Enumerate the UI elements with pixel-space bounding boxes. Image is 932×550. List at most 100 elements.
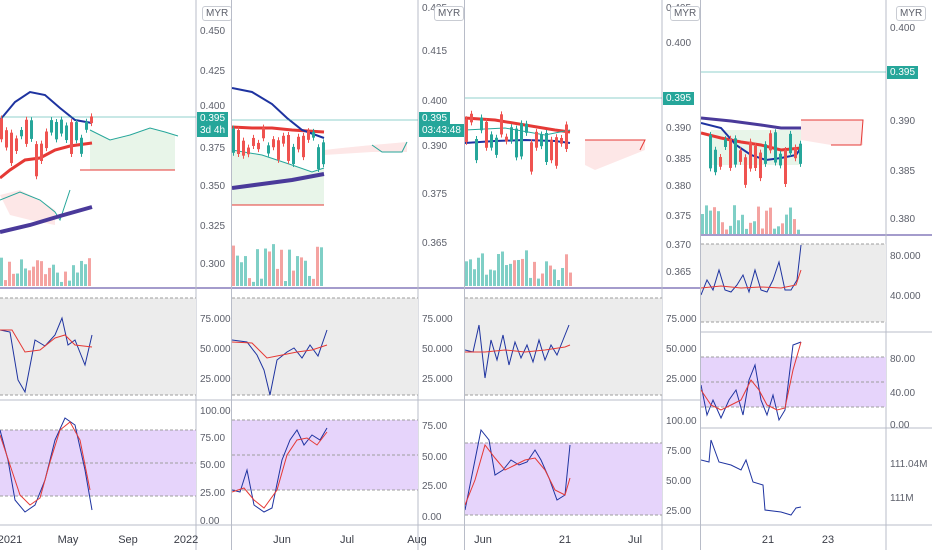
candle <box>505 136 508 142</box>
volume-bar <box>68 280 71 286</box>
candle <box>60 119 63 134</box>
candle <box>85 121 88 130</box>
volume-bar <box>709 210 712 234</box>
candle <box>0 118 3 140</box>
candles <box>232 124 325 172</box>
volume-bar <box>793 219 796 234</box>
chart-1-svg[interactable]: 0.450 0.425 0.400 0.375 0.350 0.325 0.300 75.00… <box>0 0 231 550</box>
volume-bar <box>497 254 500 286</box>
candle <box>55 121 58 140</box>
chart-4-svg[interactable]: 0.400 0.395 0.390 0.385 0.380 80.000 40.000 80.… <box>701 0 932 550</box>
stoch-d <box>465 443 571 506</box>
rsi-signal <box>232 341 328 359</box>
volume-bar <box>501 251 504 286</box>
chart-2-svg[interactable]: 0.4250.4150.4000.3900.3750.36575.00050.0… <box>232 0 464 550</box>
volume-bar <box>729 225 732 234</box>
volume-bar <box>20 259 23 286</box>
currency-badge[interactable]: MYR <box>202 6 231 21</box>
price-tick: 0.385 <box>890 166 915 177</box>
time-tick: 23 <box>822 534 834 546</box>
chart-panel-1[interactable]: 0.450 0.425 0.400 0.375 0.350 0.325 0.300 75.00… <box>0 0 231 550</box>
osc-tick: 50.000 <box>666 344 697 355</box>
current-price-label: 0.395 <box>419 112 451 125</box>
price-tick: 0.370 <box>666 240 691 251</box>
candle <box>530 142 533 172</box>
candle <box>510 127 513 141</box>
volume-bar <box>260 278 263 286</box>
rsi-line <box>232 329 328 396</box>
volume-bar <box>789 207 792 234</box>
volume-bar <box>749 222 752 234</box>
volume-bar <box>276 268 279 286</box>
currency-badge[interactable]: MYR <box>670 6 700 21</box>
candle <box>297 136 300 150</box>
candle <box>25 119 28 144</box>
chart-3-svg[interactable]: 0.4050.4000.3950.3900.3850.3800.3750.370… <box>465 0 700 550</box>
chart-panel-4[interactable]: 0.400 0.395 0.390 0.385 0.380 80.000 40.000 80.… <box>701 0 932 550</box>
volume-bar <box>288 249 291 286</box>
rsi-line <box>701 244 802 296</box>
volume-bar <box>88 258 91 286</box>
volume-bar <box>304 260 307 286</box>
price-tick: 0.350 <box>200 181 225 192</box>
candle <box>540 134 543 147</box>
chart-panel-2[interactable]: 0.4250.4150.4000.3900.3750.36575.00050.0… <box>232 0 464 550</box>
osc-tick: 50.000 <box>200 344 231 355</box>
volume-bar <box>757 206 760 234</box>
osc-tick: 50.000 <box>422 344 453 355</box>
candle <box>515 128 518 158</box>
volume-bar <box>541 273 544 286</box>
current-price-label: 0.395 <box>197 112 229 125</box>
price-tick: 0.325 <box>200 221 225 232</box>
volume-bar <box>232 245 235 286</box>
currency-badge[interactable]: MYR <box>896 6 927 21</box>
volume-bar <box>505 265 508 286</box>
volume-bar <box>561 267 564 286</box>
osc-tick: 75.00 <box>422 421 447 432</box>
candle <box>774 132 777 163</box>
volume-bar <box>316 246 319 286</box>
candle <box>247 147 250 155</box>
candle <box>759 152 762 179</box>
candle <box>30 120 33 139</box>
volume-bar <box>765 210 768 234</box>
panel-divider[interactable] <box>464 0 465 550</box>
currency-badge[interactable]: MYR <box>434 6 464 21</box>
volume-bar <box>24 268 27 286</box>
volume-bar <box>76 272 79 286</box>
candle <box>20 129 23 137</box>
volume-bar <box>264 248 267 286</box>
candle <box>485 121 488 148</box>
price-tick: 0.390 <box>890 116 915 127</box>
chart-panel-3[interactable]: 0.4050.4000.3950.3900.3850.3800.3750.370… <box>465 0 700 550</box>
price-tick: 0.390 <box>422 141 447 152</box>
osc-tick: 111M <box>890 493 914 504</box>
volume-bar <box>477 257 480 286</box>
stoch-d <box>232 431 328 509</box>
osc-tick: 75.00 <box>666 446 691 457</box>
volume-bar <box>509 263 512 286</box>
volume-bar <box>761 228 764 234</box>
panel-divider[interactable] <box>231 0 232 550</box>
time-tick: Jun <box>474 534 492 546</box>
candle <box>312 131 315 138</box>
volume-bar <box>64 271 67 286</box>
candle <box>262 127 265 139</box>
candle <box>754 145 757 168</box>
panel-divider[interactable] <box>700 0 701 550</box>
candle <box>90 116 93 124</box>
volume-bar <box>469 259 472 286</box>
candle <box>734 138 737 165</box>
osc-tick: 50.00 <box>666 476 691 487</box>
volume-bar <box>733 205 736 234</box>
candle <box>719 156 722 167</box>
osc-tick: 50.00 <box>422 452 447 463</box>
volume-bar <box>8 261 11 286</box>
volume-bar <box>549 265 552 286</box>
osc-tick: 25.000 <box>200 374 231 385</box>
volume-bar <box>557 280 560 286</box>
osc-tick: 25.00 <box>422 481 447 492</box>
stoch-k <box>232 427 328 513</box>
osc-tick: 0.00 <box>422 512 442 523</box>
candle <box>302 135 305 158</box>
